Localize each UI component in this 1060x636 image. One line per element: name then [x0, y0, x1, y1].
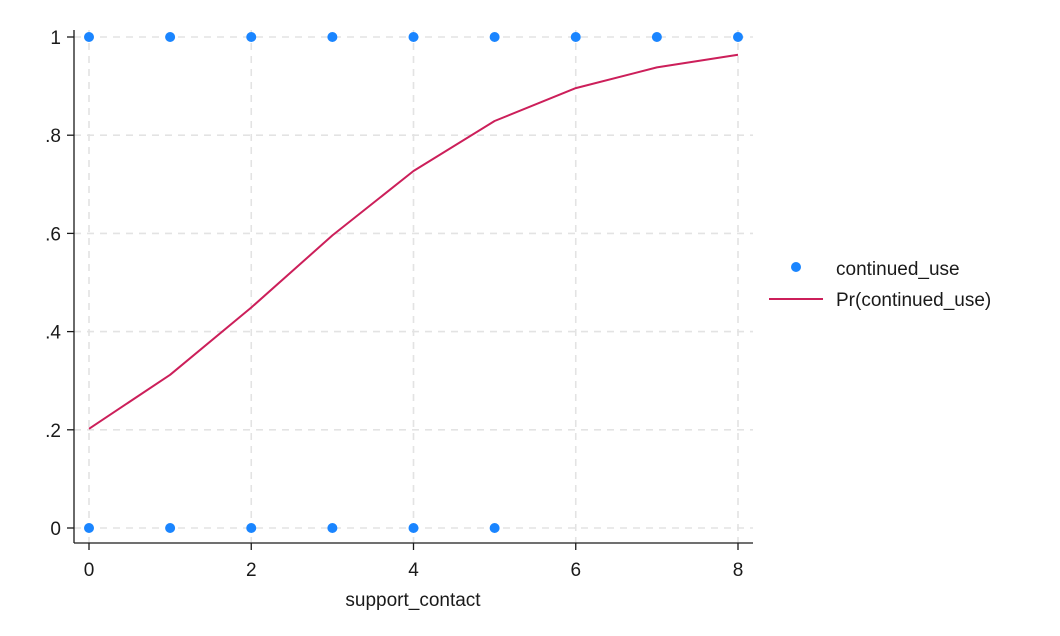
scatter-point	[408, 523, 419, 533]
y-tick-label: 0	[50, 519, 61, 540]
y-tick-label: .2	[45, 421, 61, 442]
x-tick-label: 4	[408, 560, 419, 581]
scatter-point	[408, 32, 419, 42]
x-tick-label: 0	[84, 560, 95, 581]
scatter-point	[84, 32, 94, 42]
legend-marker-scatter	[791, 262, 801, 272]
scatter-point	[570, 32, 581, 42]
legend: continued_use Pr(continued_use)	[769, 259, 991, 311]
scatter-point	[246, 523, 257, 533]
scatter-point	[165, 32, 176, 42]
x-axis-title: support_contact	[345, 590, 481, 611]
y-tick-label: .6	[45, 224, 61, 245]
legend-label: Pr(continued_use)	[836, 290, 991, 311]
scatter-point	[733, 32, 743, 42]
plot-area	[84, 32, 743, 533]
scatter-point	[489, 523, 500, 533]
legend-label: continued_use	[836, 259, 960, 280]
x-tick-label: 8	[733, 560, 744, 581]
scatter-point	[327, 32, 338, 42]
y-tick-label: .4	[45, 323, 61, 344]
scatter-point	[84, 523, 94, 533]
scatter-point	[651, 32, 662, 42]
x-tick-label: 6	[570, 560, 581, 581]
scatter-point	[165, 523, 176, 533]
fitted-probability-line	[88, 53, 739, 430]
axes	[73, 30, 753, 544]
scatter-point	[246, 32, 257, 42]
scatter-point	[489, 32, 500, 42]
scatter-point	[327, 523, 338, 533]
y-tick-label: 1	[50, 28, 61, 49]
ticks: 0 .2 .4 .6 .8 1 0 2 4 6 8	[45, 28, 743, 581]
y-tick-label: .8	[45, 126, 61, 147]
grid	[74, 30, 753, 543]
x-tick-label: 2	[246, 560, 257, 581]
